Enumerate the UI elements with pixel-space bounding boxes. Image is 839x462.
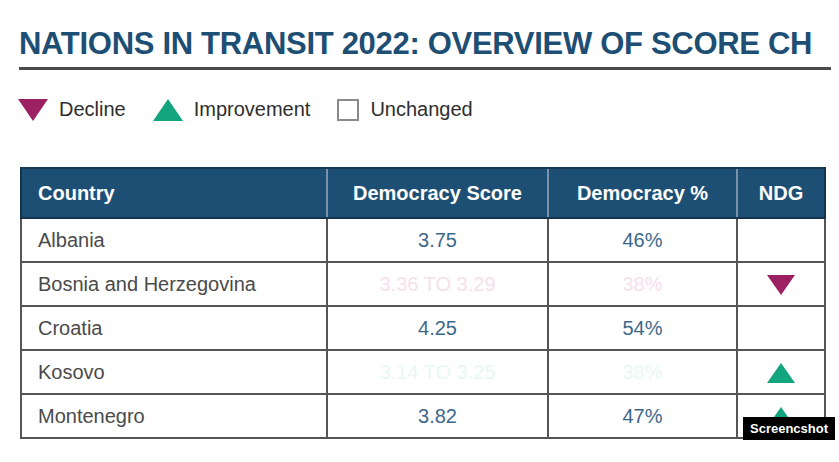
ndg-cell-decline xyxy=(737,262,825,306)
legend-unchanged-label: Unchanged xyxy=(370,98,472,121)
page-title: NATIONS IN TRANSIT 2022: OVERVIEW OF SCO… xyxy=(19,26,839,62)
legend-improvement-label: Improvement xyxy=(194,98,311,121)
ndg-cell-improvement xyxy=(737,350,825,394)
scores-table: Country Democracy Score Democracy % NDG … xyxy=(20,167,826,439)
col-header-country: Country xyxy=(21,168,327,218)
title-underline xyxy=(19,67,831,70)
table-row-bosnia-and-herzegovina: Bosnia and Herzegovina 3.36 TO 3.29 38% xyxy=(21,262,825,306)
legend: Decline Improvement Unchanged xyxy=(18,98,473,121)
unchanged-icon xyxy=(337,99,359,121)
ndg-cell-unchanged xyxy=(737,306,825,350)
table-row-montenegro: Montenegro 3.82 47% xyxy=(21,394,825,438)
legend-item-decline: Decline xyxy=(18,98,126,121)
legend-decline-label: Decline xyxy=(59,98,126,121)
democracy-score-cell: 3.75 xyxy=(327,218,548,262)
improvement-icon xyxy=(153,99,183,121)
country-cell: Croatia xyxy=(21,306,327,350)
country-cell: Albania xyxy=(21,218,327,262)
democracy-pct-cell: 38% xyxy=(548,262,737,306)
decline-icon xyxy=(767,275,795,295)
country-cell: Kosovo xyxy=(21,350,327,394)
democracy-score-cell: 3.14 TO 3.25 xyxy=(327,350,548,394)
table-row-kosovo: Kosovo 3.14 TO 3.25 38% xyxy=(21,350,825,394)
democracy-pct-cell: 54% xyxy=(548,306,737,350)
page: NATIONS IN TRANSIT 2022: OVERVIEW OF SCO… xyxy=(0,0,839,462)
decline-icon xyxy=(18,99,48,121)
democracy-pct-cell: 47% xyxy=(548,394,737,438)
table-row-croatia: Croatia 4.25 54% xyxy=(21,306,825,350)
col-header-democracy-pct: Democracy % xyxy=(548,168,737,218)
table-header-row: Country Democracy Score Democracy % NDG xyxy=(21,168,825,218)
democracy-score-cell: 3.82 xyxy=(327,394,548,438)
table-row-albania: Albania 3.75 46% xyxy=(21,218,825,262)
legend-item-unchanged: Unchanged xyxy=(337,98,472,121)
democracy-score-cell: 3.36 TO 3.29 xyxy=(327,262,548,306)
col-header-democracy-score: Democracy Score xyxy=(327,168,548,218)
democracy-pct-cell: 46% xyxy=(548,218,737,262)
col-header-ndg: NDG xyxy=(737,168,825,218)
country-cell: Montenegro xyxy=(21,394,327,438)
screenshot-watermark: Screencshot xyxy=(743,417,835,440)
democracy-pct-cell: 38% xyxy=(548,350,737,394)
ndg-cell-unchanged xyxy=(737,218,825,262)
democracy-score-cell: 4.25 xyxy=(327,306,548,350)
legend-item-improvement: Improvement xyxy=(153,98,311,121)
country-cell: Bosnia and Herzegovina xyxy=(21,262,327,306)
improvement-icon xyxy=(767,363,795,383)
